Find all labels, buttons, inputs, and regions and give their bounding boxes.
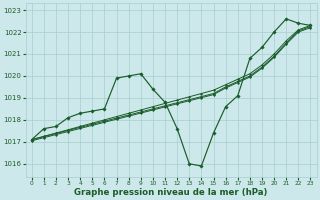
X-axis label: Graphe pression niveau de la mer (hPa): Graphe pression niveau de la mer (hPa)	[74, 188, 268, 197]
